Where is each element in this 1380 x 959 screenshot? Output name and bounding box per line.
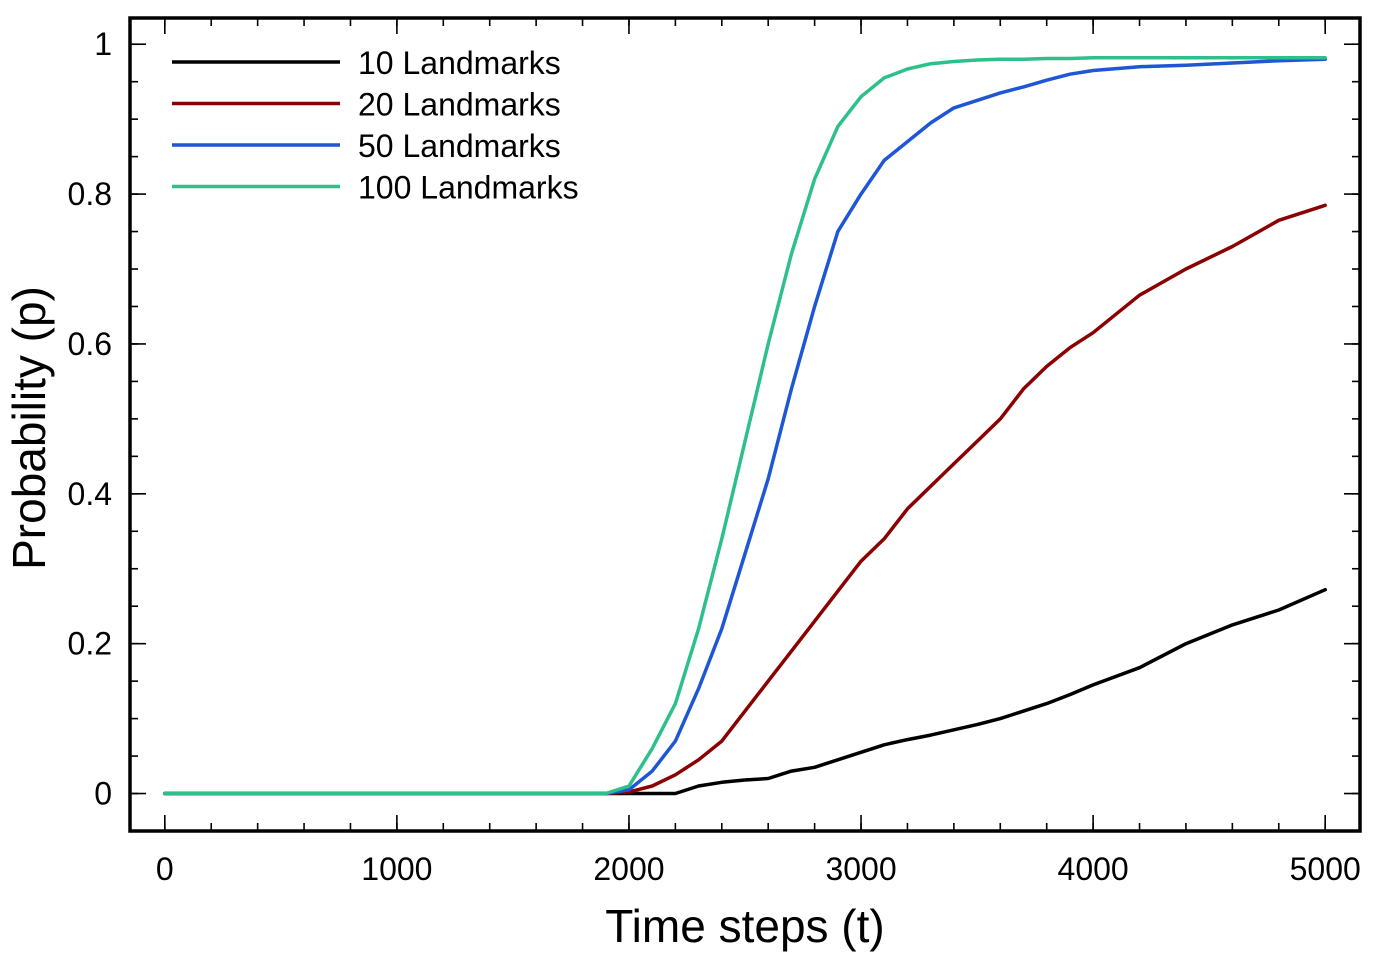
legend-label: 10 Landmarks <box>358 45 561 81</box>
series-line-20-landmarks <box>163 203 1327 796</box>
y-tick-label: 0.8 <box>68 176 112 212</box>
series-line-10-landmarks <box>163 587 1327 796</box>
series-line-100-landmarks <box>163 55 1327 796</box>
axis-tick-labels: 0 1000 2000 3000 4000 5000 0 0.2 0.4 0.6 0.8 1 <box>68 26 1361 887</box>
x-tick-label: 3000 <box>825 851 896 887</box>
legend-label: 50 Landmarks <box>358 128 561 164</box>
legend-label: 20 Landmarks <box>358 87 561 123</box>
legend: 10 Landmarks 20 Landmarks 50 Landmarks 100 … <box>172 45 579 206</box>
y-tick-label: 0.2 <box>68 626 112 662</box>
series-lines <box>163 55 1327 796</box>
y-tick-label: 1 <box>94 26 112 62</box>
y-tick-label: 0.6 <box>68 326 112 362</box>
plot-frame <box>128 16 1362 833</box>
y-axis-title: Probability (p) <box>3 286 55 570</box>
x-axis-title: Time steps (t) <box>605 900 884 952</box>
x-tick-label: 1000 <box>361 851 432 887</box>
y-tick-label: 0 <box>94 776 112 812</box>
series-line-50-landmarks <box>163 57 1327 796</box>
x-tick-label: 2000 <box>593 851 664 887</box>
x-tick-label: 4000 <box>1058 851 1129 887</box>
legend-label: 100 Landmarks <box>358 170 579 206</box>
y-tick-label: 0.4 <box>68 476 112 512</box>
x-tick-label: 0 <box>156 851 174 887</box>
x-tick-label: 5000 <box>1290 851 1361 887</box>
